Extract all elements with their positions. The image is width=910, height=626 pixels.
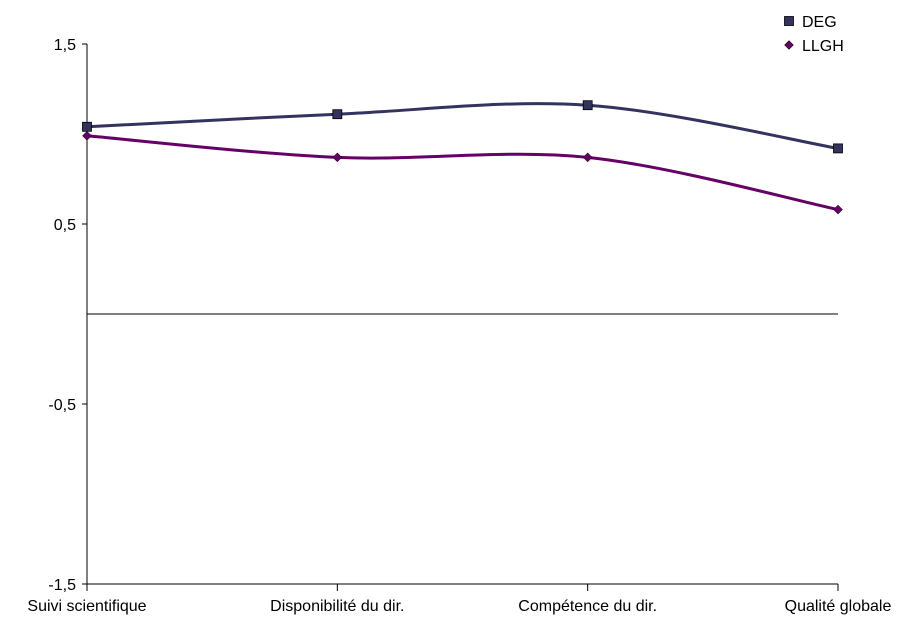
y-tick-label: 0,5	[54, 217, 76, 234]
data-point	[833, 143, 843, 154]
data-point	[82, 130, 92, 141]
x-tick-label: Suivi scientifique	[27, 598, 146, 615]
y-tick-label: 1,5	[54, 37, 76, 54]
x-tick-label: Disponibilité du dir.	[270, 598, 404, 615]
legend-label: DEG	[802, 14, 837, 31]
data-point	[582, 152, 593, 163]
y-tick-label: -0,5	[48, 397, 76, 414]
y-tick-label: -1,5	[48, 577, 76, 594]
legend: DEG LLGH	[784, 14, 844, 55]
x-tick-label: Compétence du dir.	[518, 598, 657, 615]
series-line	[86, 102, 839, 150]
legend-marker	[784, 16, 794, 26]
legend-label: LLGH	[802, 38, 844, 55]
y-tick-labels: 1,5 0,5 -0,5 -1,5	[48, 37, 87, 594]
data-point	[833, 204, 843, 215]
data-point	[582, 100, 593, 111]
legend-item-llgh: LLGH	[784, 38, 844, 55]
x-tick-labels: Suivi scientifique Disponibilité du dir. C…	[27, 584, 891, 615]
data-point	[332, 109, 343, 120]
series-layer	[82, 100, 843, 215]
x-tick-label: Qualité globale	[785, 598, 892, 615]
data-point	[332, 152, 343, 163]
data-point	[82, 121, 92, 132]
legend-item-deg: DEG	[784, 14, 837, 31]
series-line	[86, 134, 839, 212]
legend-marker	[784, 40, 794, 50]
series-llgh	[82, 130, 843, 215]
